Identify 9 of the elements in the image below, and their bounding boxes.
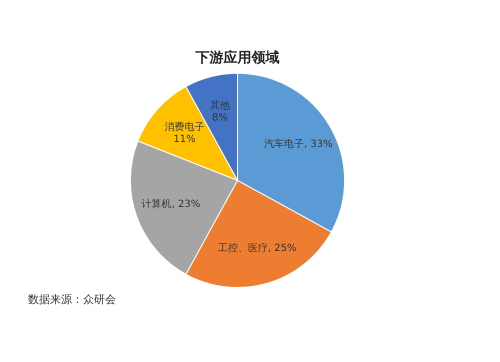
data-label: 11% (173, 134, 196, 146)
data-label: 8% (212, 112, 228, 124)
slice-label: 工控、医疗, 25% (218, 242, 297, 254)
slice-label: 消费电子 (164, 121, 204, 134)
slice-label: 其他 (210, 100, 230, 112)
source-note: 数据来源：众研会 (28, 292, 116, 307)
slice-label: 计算机, 23% (142, 198, 200, 210)
chart-title: 下游应用领域 (194, 49, 280, 66)
slice-label: 汽车电子, 33% (264, 138, 333, 150)
